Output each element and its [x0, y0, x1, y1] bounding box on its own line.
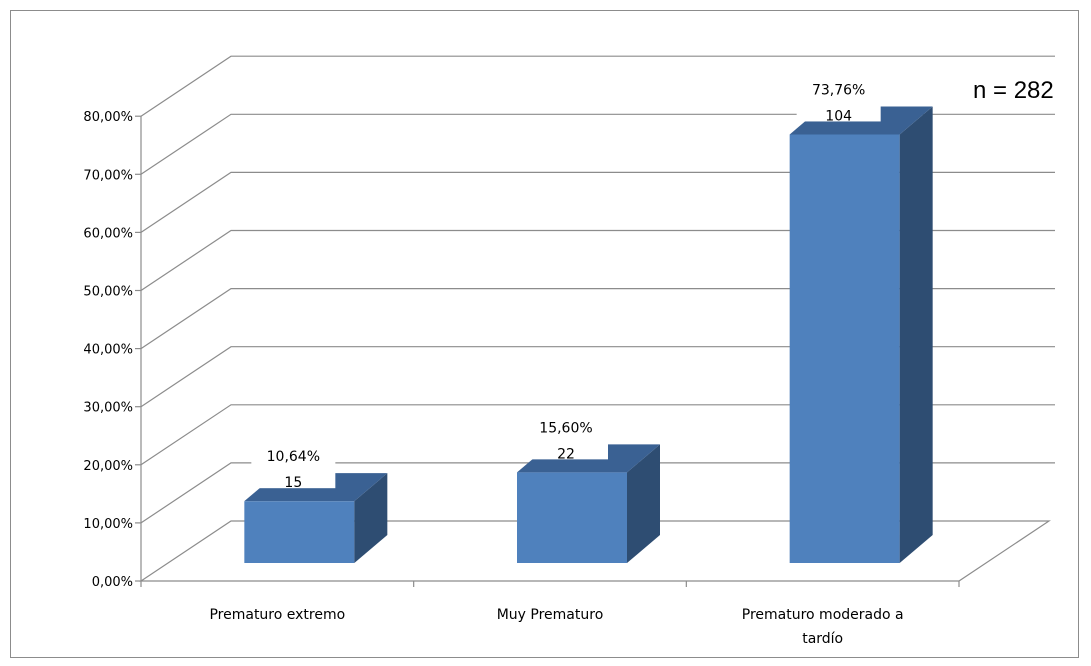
- gridline: [140, 288, 1055, 350]
- y-tick-label: 10,00%: [83, 517, 133, 532]
- gridline: [140, 346, 1055, 408]
- y-tick-label: 30,00%: [83, 401, 133, 416]
- sample-size-annotation: n = 282: [973, 77, 1054, 104]
- gridline: [140, 55, 1055, 117]
- x-category-label: Prematuro extremo: [209, 607, 345, 623]
- gridline: [140, 171, 1055, 233]
- chart-frame: 0,00% 10,00% 20,00% 30,00% 40,00% 50,00% 60,00…: [10, 10, 1079, 658]
- data-label-count: 15: [284, 475, 302, 491]
- bar-side: [627, 444, 660, 563]
- y-tick-label: 80,00%: [83, 110, 133, 125]
- bar-chart: 0,00% 10,00% 20,00% 30,00% 40,00% 50,00% 60,00…: [83, 55, 1055, 647]
- gridline: [140, 229, 1055, 291]
- y-tick-label: 0,00%: [92, 575, 133, 590]
- data-label-bg: [251, 444, 336, 489]
- data-label-bg: [524, 415, 608, 460]
- y-tick-label: 70,00%: [83, 168, 133, 183]
- x-category-label: tardío: [802, 631, 843, 647]
- data-label-percent: 73,76%: [812, 82, 865, 98]
- bar-side: [899, 106, 933, 563]
- data-label-percent: 10,64%: [267, 449, 320, 465]
- y-tick-label: 50,00%: [83, 285, 133, 300]
- gridline: [140, 404, 1055, 466]
- gridline: [140, 113, 1055, 175]
- y-tick-label: 40,00%: [83, 343, 133, 358]
- x-category-label: Prematuro moderado a: [742, 607, 904, 623]
- data-label-count: 22: [557, 446, 575, 462]
- bar-front: [517, 472, 627, 563]
- data-label-bg: [796, 77, 881, 122]
- bar-side: [354, 473, 388, 563]
- data-label-percent: 15,60%: [539, 420, 592, 436]
- data-label-count: 104: [825, 108, 852, 124]
- y-tick-label: 60,00%: [83, 226, 133, 241]
- x-category-label: Muy Prematuro: [497, 607, 604, 623]
- gridline: [140, 462, 1055, 524]
- bar-front: [244, 501, 355, 563]
- bar-front: [789, 134, 900, 563]
- y-tick-label: 20,00%: [83, 459, 133, 474]
